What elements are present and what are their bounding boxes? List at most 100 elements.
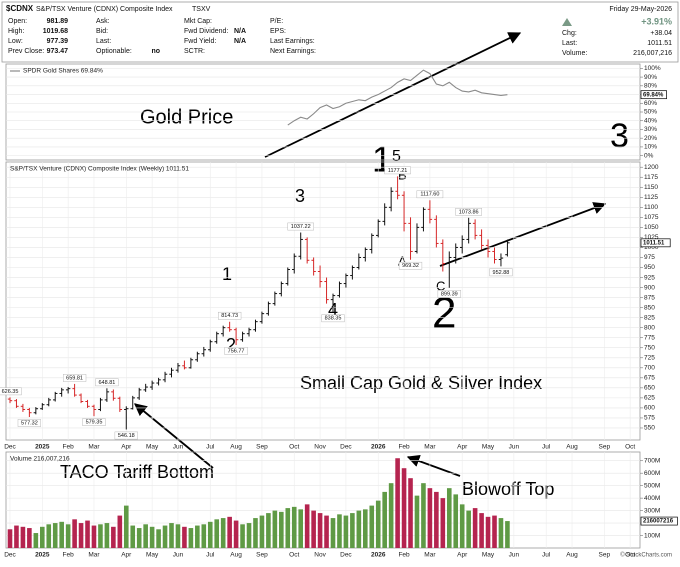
volume-bar bbox=[453, 494, 459, 548]
value-label-box bbox=[287, 222, 314, 231]
x-tick-label: 2026 bbox=[371, 444, 386, 451]
y-tick-label: 1025 bbox=[644, 234, 659, 241]
volume-bar bbox=[14, 525, 19, 548]
x-tick-label: May bbox=[146, 552, 159, 559]
volume-bar bbox=[7, 529, 13, 548]
volume-bar bbox=[162, 525, 168, 548]
volume-bar bbox=[485, 516, 491, 548]
value-label-box bbox=[218, 311, 242, 320]
annotation: Gold Price bbox=[140, 106, 233, 128]
volume-bar bbox=[85, 520, 90, 548]
volume-bar bbox=[220, 518, 226, 548]
y-tick-label: 400M bbox=[644, 495, 660, 502]
volume-bar bbox=[253, 518, 258, 548]
volume-bar bbox=[201, 524, 207, 548]
volume-bar bbox=[350, 513, 355, 548]
y-tick-label: 625 bbox=[644, 395, 655, 402]
panel-title: Volume 216,007,216 bbox=[10, 456, 70, 463]
annotation: 3 bbox=[295, 186, 305, 206]
x-tick-label: Feb bbox=[398, 444, 410, 451]
value-label: 969.32 bbox=[402, 263, 419, 269]
volume-bar bbox=[401, 468, 407, 548]
volume-bar bbox=[427, 488, 433, 548]
y-tick-label: 1000 bbox=[644, 244, 659, 251]
y-tick-label: 30% bbox=[644, 126, 657, 133]
y-tick-label: 100% bbox=[644, 65, 661, 72]
volume-bar bbox=[330, 518, 336, 548]
quote-label: Last: bbox=[562, 40, 577, 47]
y-tick-label: 825 bbox=[644, 314, 655, 321]
value-label-box bbox=[437, 290, 461, 298]
field-label: Bid: bbox=[96, 28, 108, 35]
volume-bar bbox=[214, 519, 220, 548]
y-tick-label: 700 bbox=[644, 365, 655, 372]
annotation: 2 bbox=[226, 335, 236, 355]
value-label: 814.73 bbox=[221, 313, 238, 319]
value-label-box bbox=[455, 208, 482, 216]
volume-bar bbox=[343, 515, 349, 548]
field-value: N/A bbox=[234, 28, 246, 35]
x-tick-label: Mar bbox=[424, 444, 436, 451]
y-tick-label: 100M bbox=[644, 532, 660, 539]
volume-bar bbox=[382, 491, 387, 548]
panel-frame bbox=[5, 161, 641, 441]
y-tick-label: 650 bbox=[644, 385, 655, 392]
volume-bar bbox=[317, 513, 323, 548]
x-tick-label: Feb bbox=[398, 552, 410, 559]
x-tick-label: Mar bbox=[88, 552, 100, 559]
value-label-box bbox=[224, 347, 248, 355]
volume-bar bbox=[59, 521, 64, 548]
volume-bar bbox=[111, 526, 116, 548]
quote-value: 1011.51 bbox=[647, 40, 672, 47]
field-label: P/E: bbox=[270, 18, 283, 25]
y-tick-label: 0% bbox=[644, 152, 654, 159]
value-label-box bbox=[384, 166, 411, 175]
volume-bar bbox=[446, 488, 452, 548]
volume-bar bbox=[472, 508, 478, 548]
last-value-box bbox=[640, 90, 667, 100]
volume-bar bbox=[375, 500, 381, 548]
volume-bar bbox=[363, 509, 368, 548]
exchange: TSXV bbox=[192, 6, 211, 13]
volume-bar bbox=[369, 505, 375, 548]
y-tick-label: 675 bbox=[644, 375, 655, 382]
volume-bar bbox=[169, 523, 174, 548]
volume-bar bbox=[233, 520, 239, 548]
y-tick-label: 80% bbox=[644, 83, 657, 90]
volume-bar bbox=[304, 504, 310, 548]
field-label: Open: bbox=[8, 18, 27, 25]
field-label: Ask: bbox=[96, 18, 110, 25]
x-tick-label: Aug bbox=[230, 552, 242, 559]
volume-bar bbox=[27, 528, 32, 548]
y-tick-label: 775 bbox=[644, 334, 655, 341]
volume-bar bbox=[279, 511, 284, 548]
quote-label: Volume: bbox=[562, 50, 587, 57]
y-tick-label: 975 bbox=[644, 254, 655, 261]
annotation: 3 bbox=[610, 117, 629, 155]
arrow bbox=[264, 32, 522, 158]
volume-bar bbox=[408, 478, 413, 548]
volume-bar bbox=[207, 521, 213, 548]
x-tick-label: Apr bbox=[121, 552, 132, 559]
volume-bar bbox=[52, 523, 58, 548]
field-label: High: bbox=[8, 28, 24, 35]
value-label: 1073.86 bbox=[459, 209, 479, 215]
x-tick-label: Oct bbox=[625, 444, 635, 451]
y-tick-label: 850 bbox=[644, 304, 655, 311]
volume-bar bbox=[104, 523, 110, 548]
last-value-label: 69.84% bbox=[643, 92, 664, 98]
x-tick-label: Jun bbox=[173, 552, 184, 559]
y-tick-label: 1100 bbox=[644, 204, 658, 211]
y-tick-label: 60% bbox=[644, 100, 657, 107]
y-tick-label: 900 bbox=[644, 284, 655, 291]
volume-bar bbox=[414, 495, 420, 548]
volume-bar bbox=[91, 525, 97, 548]
copyright: © StockCharts.com bbox=[620, 552, 672, 559]
symbol: $CDNX bbox=[6, 4, 34, 13]
field-label: Low: bbox=[8, 38, 23, 45]
volume-bar bbox=[272, 510, 278, 548]
value-label-box bbox=[95, 378, 119, 387]
quote-label: Chg: bbox=[562, 30, 577, 37]
volume-bar bbox=[227, 516, 232, 548]
